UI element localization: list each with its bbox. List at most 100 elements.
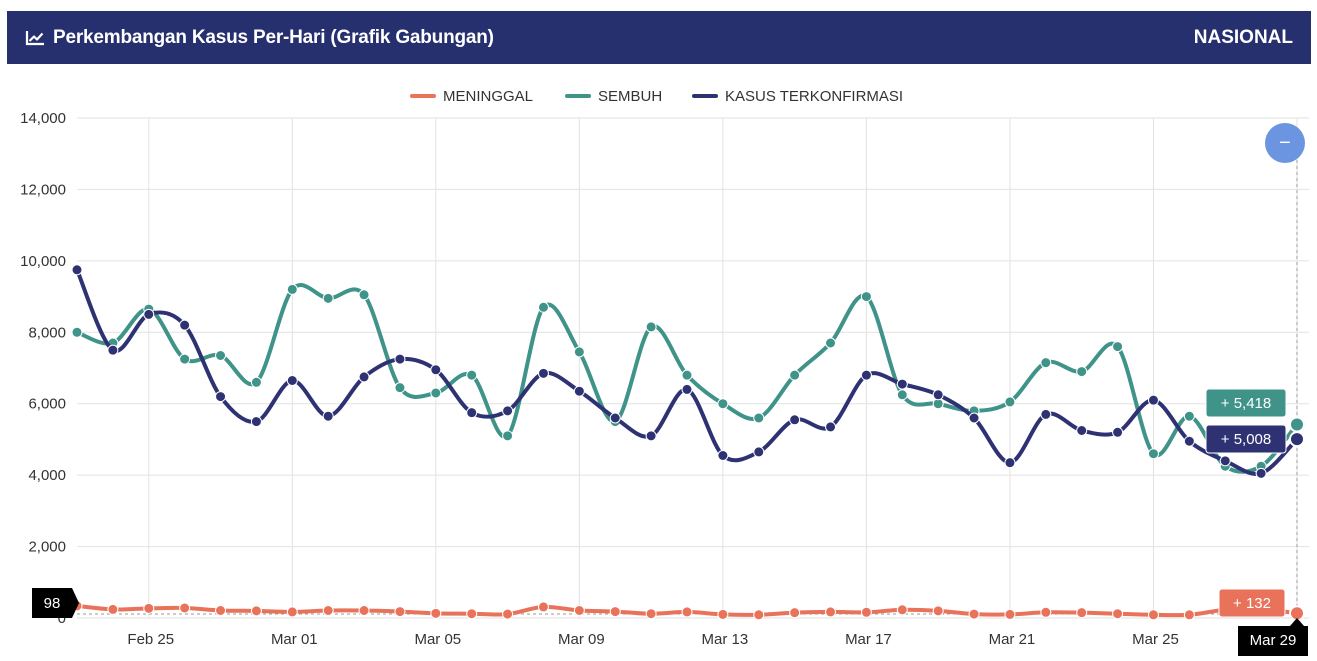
data-point-sembuh[interactable] [179, 353, 191, 365]
data-point-sembuh[interactable] [573, 346, 585, 358]
data-point-meninggal[interactable] [107, 603, 119, 615]
data-point-meninggal[interactable] [143, 602, 155, 614]
data-point-kasus-terkonfirmasi[interactable] [860, 369, 872, 381]
data-point-kasus-terkonfirmasi[interactable] [1255, 467, 1267, 479]
data-point-meninggal[interactable] [1147, 609, 1159, 621]
data-point-sembuh[interactable] [1289, 416, 1305, 433]
data-point-meninggal[interactable] [1040, 606, 1052, 618]
data-point-kasus-terkonfirmasi[interactable] [1004, 457, 1016, 469]
data-point-meninggal[interactable] [537, 601, 549, 613]
data-point-kasus-terkonfirmasi[interactable] [143, 308, 155, 320]
data-point-meninggal[interactable] [394, 606, 406, 618]
data-point-meninggal[interactable] [322, 605, 334, 616]
data-point-kasus-terkonfirmasi[interactable] [609, 412, 621, 424]
data-point-kasus-terkonfirmasi[interactable] [1076, 425, 1088, 436]
data-point-sembuh[interactable] [717, 398, 729, 410]
combined-cases-chart[interactable]: 0 2,000 4,000 6,000 8,000 10,000 12,000 14,000 F… [0, 64, 1317, 661]
data-point-meninggal[interactable] [286, 606, 298, 618]
data-point-kasus-terkonfirmasi[interactable] [1219, 455, 1231, 467]
data-point-kasus-terkonfirmasi[interactable] [573, 385, 585, 397]
data-point-meninggal[interactable] [645, 608, 657, 620]
data-point-sembuh[interactable] [394, 382, 406, 394]
data-point-sembuh[interactable] [250, 376, 262, 388]
data-point-meninggal[interactable] [789, 607, 801, 619]
data-point-kasus-terkonfirmasi[interactable] [502, 405, 514, 417]
data-point-sembuh[interactable] [1112, 341, 1124, 353]
data-point-sembuh[interactable] [358, 289, 370, 301]
data-point-kasus-terkonfirmasi[interactable] [789, 414, 801, 426]
data-point-kasus-terkonfirmasi[interactable] [466, 407, 478, 419]
data-point-sembuh[interactable] [430, 387, 442, 399]
data-point-sembuh[interactable] [502, 430, 514, 442]
data-point-kasus-terkonfirmasi[interactable] [1183, 435, 1195, 447]
legend-item-kasus-terkonfirmasi[interactable]: KASUS TERKONFIRMASI [725, 88, 903, 105]
data-point-kasus-terkonfirmasi[interactable] [1040, 408, 1052, 420]
data-point-sembuh[interactable] [1076, 366, 1088, 378]
data-point-meninggal[interactable] [1112, 608, 1124, 620]
data-point-sembuh[interactable] [896, 389, 908, 401]
data-point-meninggal[interactable] [753, 609, 765, 621]
data-point-meninggal[interactable] [358, 605, 370, 616]
data-point-meninggal[interactable] [466, 608, 478, 620]
data-point-sembuh[interactable] [860, 291, 872, 303]
data-point-sembuh[interactable] [753, 412, 765, 424]
data-point-kasus-terkonfirmasi[interactable] [717, 450, 729, 461]
data-point-sembuh[interactable] [537, 301, 549, 313]
data-point-kasus-terkonfirmasi[interactable] [322, 410, 334, 422]
data-point-kasus-terkonfirmasi[interactable] [968, 412, 980, 424]
data-point-meninggal[interactable] [932, 605, 944, 617]
data-point-kasus-terkonfirmasi[interactable] [358, 371, 370, 383]
data-point-kasus-terkonfirmasi[interactable] [179, 319, 191, 331]
data-point-sembuh[interactable] [789, 369, 801, 381]
data-point-meninggal[interactable] [1076, 607, 1088, 619]
data-point-sembuh[interactable] [1183, 410, 1195, 422]
data-point-sembuh[interactable] [286, 283, 298, 295]
data-point-meninggal[interactable] [502, 608, 514, 620]
data-point-kasus-terkonfirmasi[interactable] [1147, 394, 1159, 406]
data-point-kasus-terkonfirmasi[interactable] [825, 421, 837, 433]
data-point-kasus-terkonfirmasi[interactable] [215, 391, 227, 403]
data-point-meninggal[interactable] [717, 608, 729, 620]
data-point-meninggal[interactable] [1004, 608, 1016, 620]
data-point-sembuh[interactable] [1147, 448, 1159, 460]
data-point-meninggal[interactable] [430, 607, 442, 619]
data-point-meninggal[interactable] [860, 606, 872, 618]
data-point-meninggal[interactable] [179, 602, 191, 614]
data-point-sembuh[interactable] [466, 369, 478, 381]
data-point-kasus-terkonfirmasi[interactable] [645, 430, 657, 442]
data-point-meninggal[interactable] [825, 606, 837, 618]
data-point-meninggal[interactable] [215, 605, 227, 616]
data-point-meninggal[interactable] [681, 606, 693, 618]
data-point-kasus-terkonfirmasi[interactable] [537, 367, 549, 379]
legend-item-meninggal[interactable]: MENINGGAL [443, 88, 533, 105]
data-point-kasus-terkonfirmasi[interactable] [1112, 426, 1124, 438]
data-point-sembuh[interactable] [681, 369, 693, 381]
data-point-kasus-terkonfirmasi[interactable] [681, 383, 693, 395]
data-point-sembuh[interactable] [1004, 396, 1016, 408]
data-point-kasus-terkonfirmasi[interactable] [286, 375, 298, 386]
legend-item-sembuh[interactable]: SEMBUH [598, 88, 662, 105]
data-point-sembuh[interactable] [825, 337, 837, 349]
data-point-meninggal[interactable] [250, 605, 262, 617]
data-point-sembuh[interactable] [322, 292, 334, 304]
data-point-sembuh[interactable] [71, 326, 83, 338]
data-point-kasus-terkonfirmasi[interactable] [932, 389, 944, 401]
data-point-meninggal[interactable] [968, 608, 980, 620]
data-point-kasus-terkonfirmasi[interactable] [107, 344, 119, 356]
data-point-kasus-terkonfirmasi[interactable] [71, 264, 83, 276]
data-point-sembuh[interactable] [215, 350, 227, 361]
data-point-kasus-terkonfirmasi[interactable] [1289, 431, 1305, 448]
data-point-kasus-terkonfirmasi[interactable] [250, 416, 262, 428]
data-point-kasus-terkonfirmasi[interactable] [430, 364, 442, 376]
data-point-sembuh[interactable] [1040, 357, 1052, 369]
data-point-meninggal[interactable] [1183, 609, 1195, 621]
data-point-meninggal[interactable] [573, 605, 585, 616]
minus-icon[interactable]: − [1279, 132, 1291, 154]
data-point-meninggal[interactable] [896, 604, 908, 616]
data-point-kasus-terkonfirmasi[interactable] [394, 353, 406, 365]
data-point-meninggal[interactable] [609, 606, 621, 618]
zoom-out-button[interactable] [1265, 123, 1305, 163]
data-point-sembuh[interactable] [645, 321, 657, 333]
data-point-kasus-terkonfirmasi[interactable] [896, 378, 908, 390]
data-point-kasus-terkonfirmasi[interactable] [753, 446, 765, 458]
